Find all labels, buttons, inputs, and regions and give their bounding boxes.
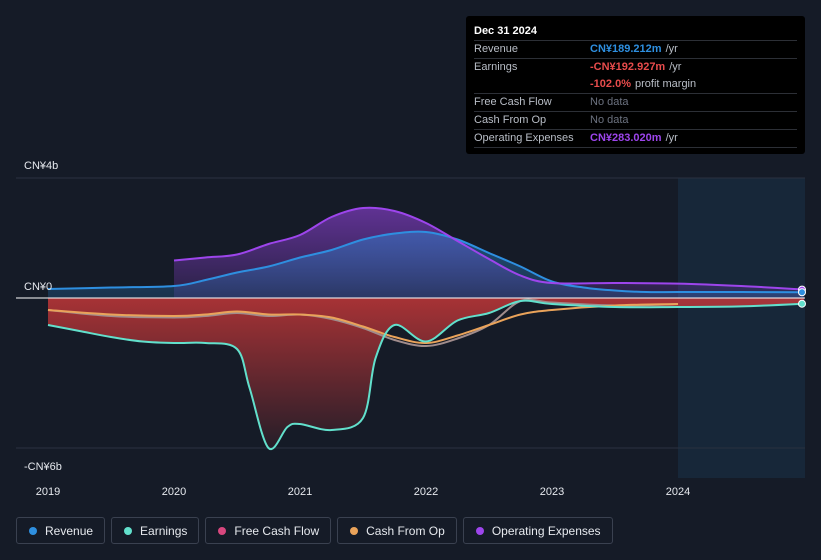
tooltip-label <box>474 76 590 93</box>
legend-label: Operating Expenses <box>491 523 601 538</box>
tooltip-value: -102.0% <box>590 78 631 90</box>
free-cash-flow-line <box>47 298 679 348</box>
tooltip-unit: profit margin <box>634 78 697 90</box>
legend-item-free-cash-flow[interactable]: Free Cash Flow <box>205 517 332 544</box>
x-axis-tick-label: 2024 <box>666 486 690 498</box>
y-axis-label: CN¥0 <box>24 281 52 293</box>
tooltip-date: Dec 31 2024 <box>474 23 797 41</box>
x-axis-tick-label: 2023 <box>540 486 564 498</box>
revenue-endpoint <box>798 288 806 297</box>
tooltip-unit: /yr <box>665 43 678 55</box>
legend-label: Revenue <box>45 523 94 538</box>
tooltip-value: CN¥189.212m <box>590 43 662 55</box>
earnings-line <box>47 299 805 451</box>
tooltip-value: No data <box>590 96 629 108</box>
revenue-line <box>47 230 805 294</box>
x-axis-tick-label: 2022 <box>414 486 438 498</box>
operating-expenses-line <box>173 206 805 291</box>
tooltip-panel: Dec 31 2024 Revenue CN¥189.212m /yr Earn… <box>466 16 805 154</box>
legend-label: Cash From Op <box>366 523 445 538</box>
tooltip-label: Operating Expenses <box>474 132 574 144</box>
tooltip-value: No data <box>590 114 629 126</box>
tooltip-row-profit-margin: -102.0% profit margin <box>474 76 797 94</box>
legend-dot-icon <box>29 526 37 535</box>
tooltip-label: Cash From Op <box>474 114 547 126</box>
legend: Revenue Earnings Free Cash Flow Cash Fro… <box>16 517 619 546</box>
legend-dot-icon <box>475 526 484 535</box>
forecast-region <box>678 178 805 478</box>
legend-item-earnings[interactable]: Earnings <box>111 517 200 544</box>
tooltip-row-revenue: Revenue CN¥189.212m /yr <box>474 41 797 59</box>
earnings-endpoint <box>798 299 806 308</box>
tooltip-row-cash-from-op: Cash From Op No data <box>474 112 797 130</box>
tooltip-label: Free Cash Flow <box>474 96 552 108</box>
tooltip-label: Earnings <box>474 61 518 73</box>
y-axis-label: -CN¥6b <box>24 461 62 473</box>
tooltip-value: -CN¥192.927m <box>590 61 666 73</box>
revenue-area <box>48 231 804 298</box>
legend-item-cash-from-op[interactable]: Cash From Op <box>337 517 457 544</box>
tooltip-unit: /yr <box>665 132 678 144</box>
legend-dot-icon <box>124 526 133 535</box>
earnings-area <box>48 298 804 450</box>
tooltip-value: CN¥283.020m <box>590 132 662 144</box>
x-axis-tick-label: 2019 <box>36 486 60 498</box>
y-axis-label: CN¥4b <box>24 160 58 172</box>
legend-label: Free Cash Flow <box>234 523 320 538</box>
cash-from-op-line <box>47 303 679 345</box>
legend-label: Earnings <box>140 523 188 538</box>
x-axis-tick-label: 2021 <box>288 486 312 498</box>
legend-item-revenue[interactable]: Revenue <box>16 517 106 544</box>
legend-dot-icon <box>350 526 359 535</box>
legend-item-operating-expenses[interactable]: Operating Expenses <box>462 517 613 544</box>
x-axis-tick-label: 2020 <box>162 486 186 498</box>
tooltip-unit: /yr <box>669 61 682 73</box>
tooltip-label: Revenue <box>474 43 519 55</box>
tooltip-row-free-cash-flow: Free Cash Flow No data <box>474 94 797 112</box>
legend-dot-icon <box>218 526 227 535</box>
tooltip-row-earnings: Earnings -CN¥192.927m /yr <box>474 59 797 76</box>
tooltip-row-operating-expenses: Operating Expenses CN¥283.020m /yr <box>474 130 797 148</box>
